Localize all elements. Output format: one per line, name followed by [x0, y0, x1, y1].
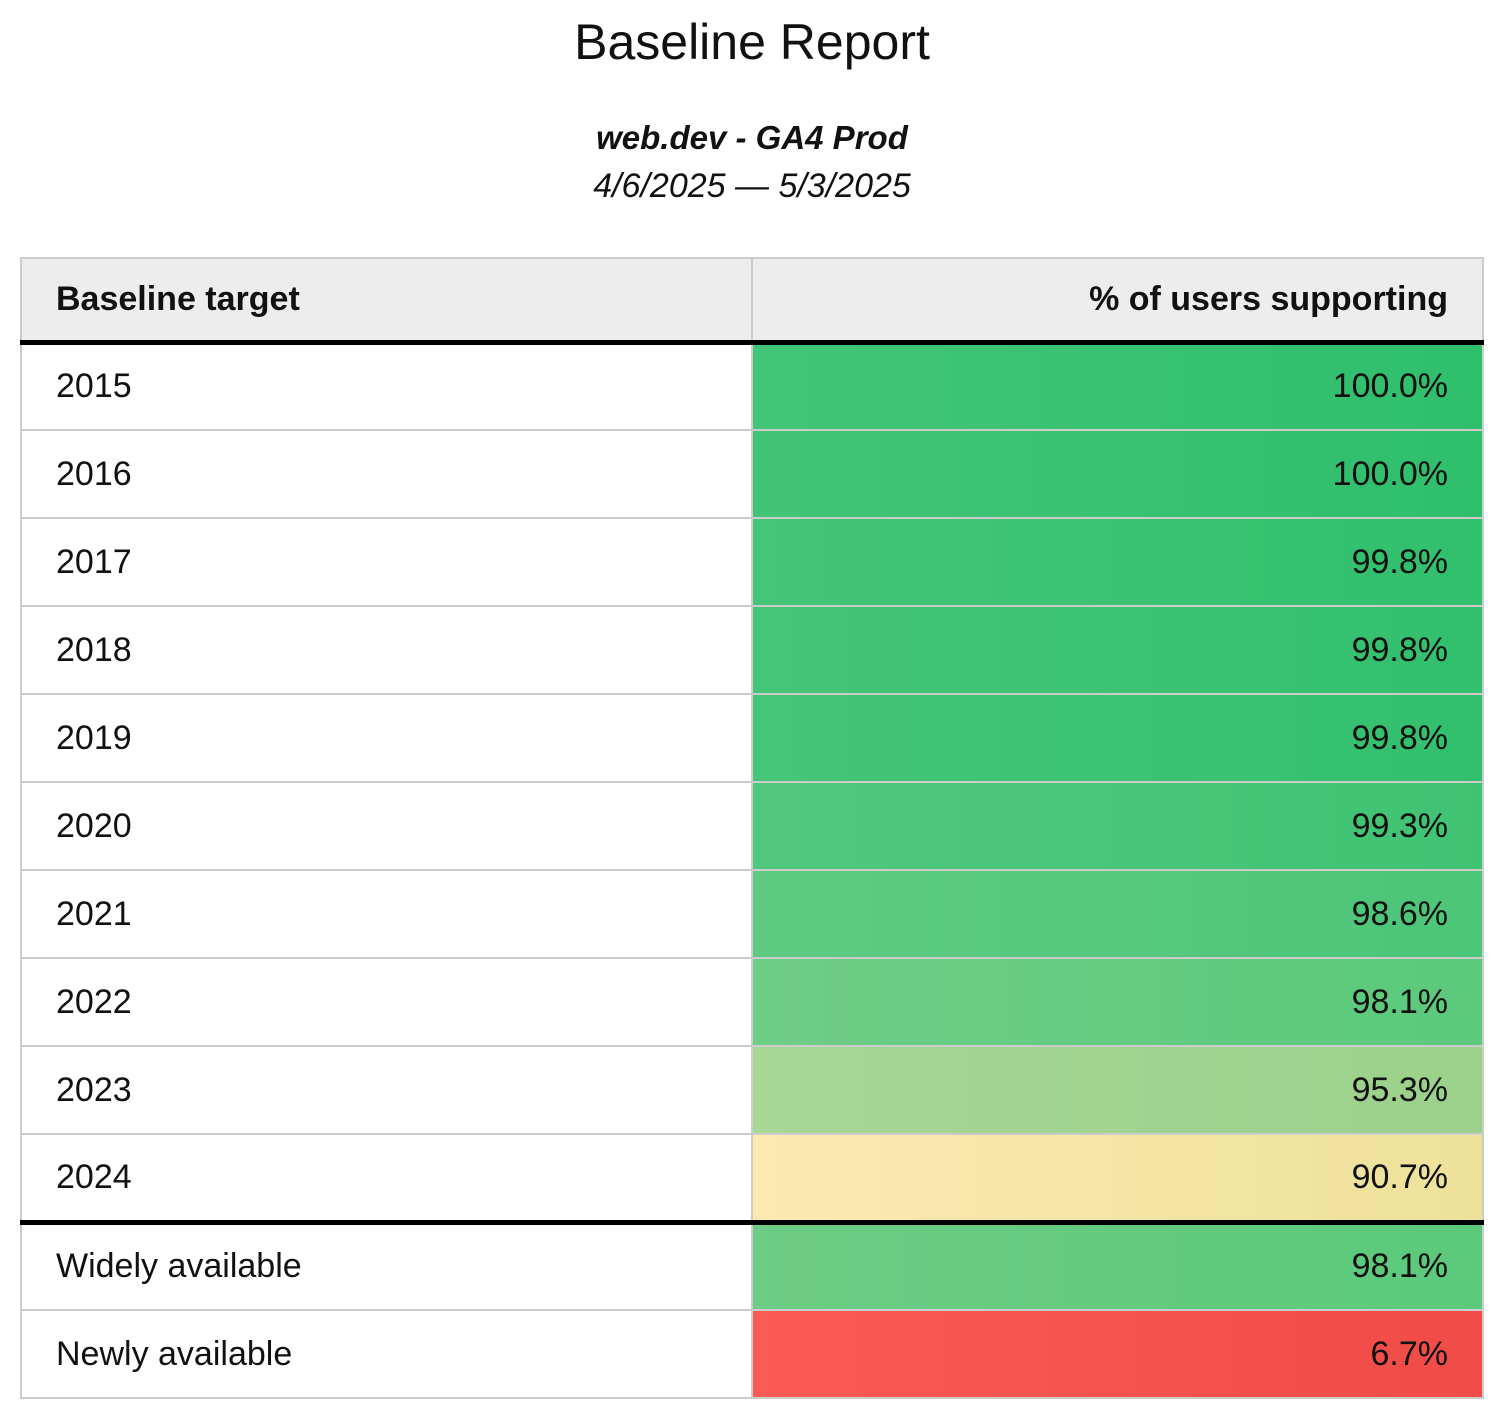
baseline-target-cell: 2016 — [20, 429, 753, 519]
table-row: Widely available 98.1% — [20, 1219, 1484, 1311]
percent-supporting-cell: 99.8% — [751, 605, 1484, 695]
column-header-percent-users: % of users supporting — [751, 257, 1484, 345]
baseline-target-cell: 2018 — [20, 605, 753, 695]
percent-supporting-cell: 99.8% — [751, 693, 1484, 783]
table-row: 2024 90.7% — [20, 1133, 1484, 1223]
table-header-row: Baseline target % of users supporting — [20, 257, 1484, 345]
percent-supporting-cell: 90.7% — [751, 1133, 1484, 1223]
table-row: 2020 99.3% — [20, 781, 1484, 871]
percent-supporting-cell: 98.1% — [751, 1219, 1484, 1311]
baseline-target-cell: 2017 — [20, 517, 753, 607]
table-body: 2015 100.0% 2016 100.0% 2017 99.8% 2018 99.8% 20… — [20, 341, 1484, 1399]
percent-supporting-cell: 100.0% — [751, 429, 1484, 519]
report-subtitle: web.dev - GA4 Prod — [596, 119, 908, 156]
table-row: 2016 100.0% — [20, 429, 1484, 519]
table-row: 2019 99.8% — [20, 693, 1484, 783]
percent-supporting-cell: 98.1% — [751, 957, 1484, 1047]
report-date-range: 4/6/2025 — 5/3/2025 — [593, 167, 911, 205]
table-row: 2018 99.8% — [20, 605, 1484, 695]
table-header: Baseline target % of users supporting — [20, 257, 1484, 345]
report-header: Baseline Report web.dev - GA4 Prod 4/6/2… — [0, 12, 1504, 208]
table-row: 2017 99.8% — [20, 517, 1484, 607]
table-row: 2015 100.0% — [20, 341, 1484, 431]
table-row: 2021 98.6% — [20, 869, 1484, 959]
baseline-target-cell: Widely available — [20, 1219, 753, 1311]
baseline-target-cell: 2019 — [20, 693, 753, 783]
baseline-target-cell: 2023 — [20, 1045, 753, 1135]
table-row: Newly available 6.7% — [20, 1309, 1484, 1399]
table-row: 2023 95.3% — [20, 1045, 1484, 1135]
percent-supporting-cell: 95.3% — [751, 1045, 1484, 1135]
page-title: Baseline Report — [574, 14, 930, 70]
percent-supporting-cell: 98.6% — [751, 869, 1484, 959]
percent-supporting-cell: 99.8% — [751, 517, 1484, 607]
baseline-report-table: Baseline target % of users supporting 20… — [20, 257, 1484, 1399]
baseline-target-cell: 2015 — [20, 341, 753, 431]
baseline-target-cell: 2021 — [20, 869, 753, 959]
baseline-target-cell: 2024 — [20, 1133, 753, 1223]
column-header-baseline-target: Baseline target — [20, 257, 753, 345]
baseline-target-cell: 2020 — [20, 781, 753, 871]
percent-supporting-cell: 99.3% — [751, 781, 1484, 871]
baseline-target-cell: Newly available — [20, 1309, 753, 1399]
table-row: 2022 98.1% — [20, 957, 1484, 1047]
percent-supporting-cell: 6.7% — [751, 1309, 1484, 1399]
baseline-target-cell: 2022 — [20, 957, 753, 1047]
percent-supporting-cell: 100.0% — [751, 341, 1484, 431]
